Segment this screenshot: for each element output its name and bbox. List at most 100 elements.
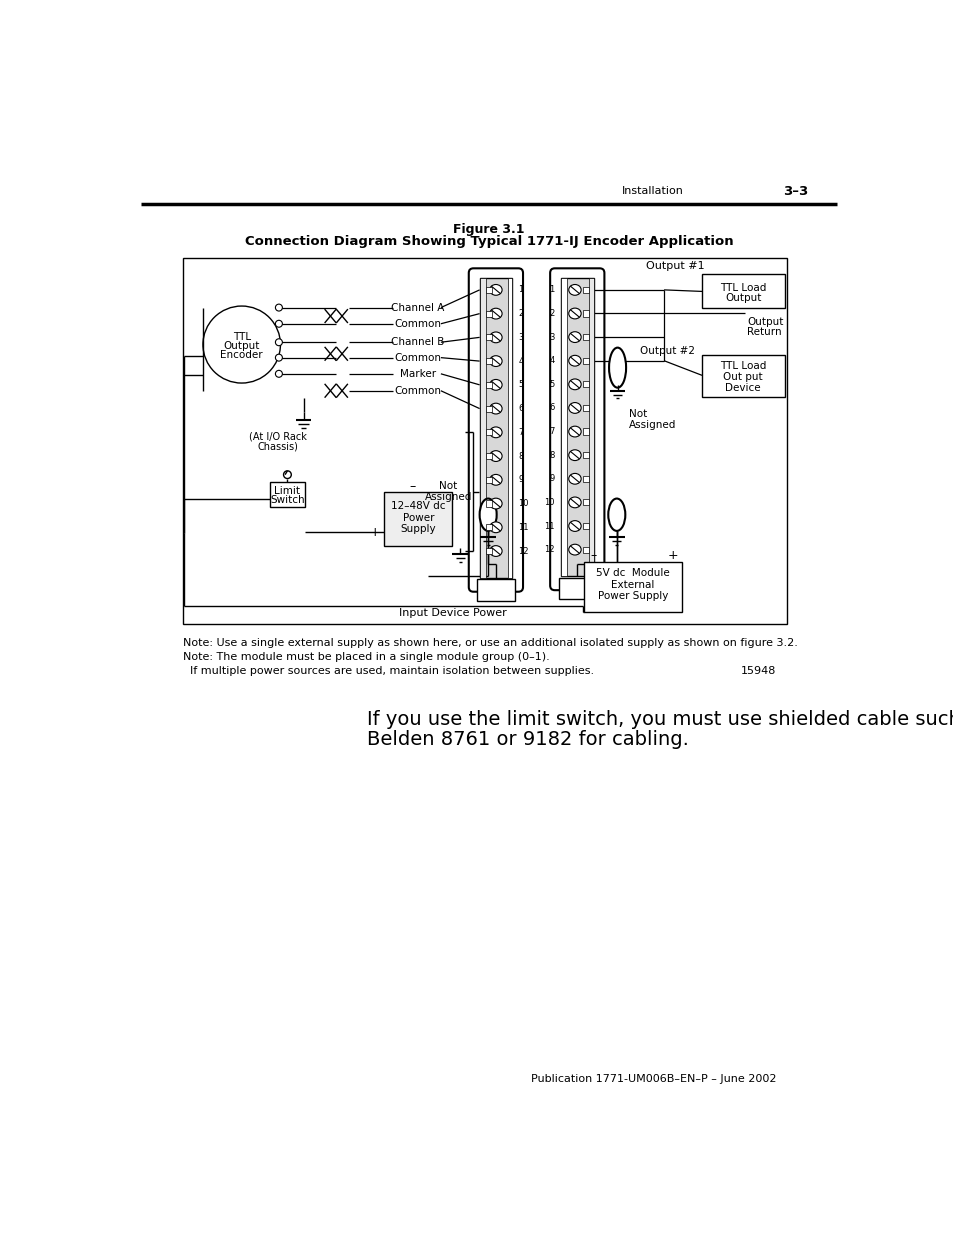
Text: +: + [666, 550, 678, 562]
Text: 11: 11 [544, 521, 555, 531]
Text: Assigned: Assigned [424, 492, 472, 503]
Ellipse shape [489, 309, 501, 319]
Bar [582, 475, 588, 482]
Text: 9: 9 [549, 474, 555, 483]
Text: Output #1: Output #1 [645, 261, 704, 270]
Ellipse shape [568, 426, 580, 437]
Text: Return: Return [746, 327, 781, 337]
Ellipse shape [568, 356, 580, 366]
Circle shape [275, 370, 282, 377]
Ellipse shape [489, 356, 501, 367]
Bar [582, 499, 588, 505]
Text: 6: 6 [517, 404, 523, 412]
Text: Common: Common [394, 319, 440, 329]
Bar [485, 524, 492, 530]
Bar [485, 430, 492, 436]
Ellipse shape [568, 521, 580, 531]
Ellipse shape [489, 474, 501, 485]
Ellipse shape [608, 499, 624, 531]
Text: 3: 3 [549, 332, 555, 342]
Ellipse shape [608, 347, 625, 388]
Text: If you use the limit switch, you must use shielded cable such as: If you use the limit switch, you must us… [367, 710, 953, 730]
Text: 2: 2 [549, 309, 555, 317]
Bar [588, 278, 593, 577]
Text: Power Supply: Power Supply [598, 592, 667, 601]
Text: 10: 10 [517, 499, 528, 508]
Bar [507, 278, 512, 578]
Text: Note: Use a single external supply as shown here, or use an additional isolated : Note: Use a single external supply as sh… [183, 638, 797, 648]
Ellipse shape [568, 284, 580, 295]
Text: –: – [590, 550, 596, 562]
Bar [479, 278, 512, 578]
Text: External: External [611, 579, 654, 590]
Bar [485, 287, 492, 293]
Bar [479, 278, 485, 578]
Ellipse shape [489, 522, 501, 532]
Text: 10: 10 [544, 498, 555, 506]
Ellipse shape [568, 473, 580, 484]
Bar [183, 258, 786, 624]
Ellipse shape [568, 450, 580, 461]
Text: 5: 5 [517, 380, 523, 389]
Bar [485, 382, 492, 388]
Bar [701, 274, 784, 309]
Text: 8: 8 [517, 452, 523, 461]
Text: Out put: Out put [722, 372, 762, 382]
Text: Common: Common [394, 353, 440, 363]
Text: Channel B: Channel B [391, 337, 444, 347]
Bar [582, 405, 588, 411]
Text: Not: Not [439, 480, 457, 490]
Bar [582, 547, 588, 553]
Text: 1: 1 [549, 285, 555, 294]
Bar [583, 562, 681, 611]
Bar [582, 452, 588, 458]
Bar [560, 278, 567, 577]
Text: TTL Load: TTL Load [720, 283, 765, 293]
Ellipse shape [489, 284, 501, 295]
Ellipse shape [489, 451, 501, 462]
Ellipse shape [489, 332, 501, 343]
Ellipse shape [568, 332, 580, 342]
Ellipse shape [489, 427, 501, 437]
Bar [485, 310, 492, 316]
Bar [384, 493, 452, 546]
Bar [485, 548, 492, 555]
Bar [270, 483, 305, 508]
Circle shape [275, 304, 282, 311]
Ellipse shape [568, 308, 580, 319]
Ellipse shape [568, 379, 580, 390]
Text: 12–48V dc: 12–48V dc [391, 501, 445, 511]
Text: Power: Power [402, 513, 434, 522]
Text: Encoder: Encoder [220, 351, 263, 361]
Text: Output: Output [746, 317, 782, 327]
Text: 2: 2 [517, 309, 523, 319]
Text: TTL: TTL [233, 332, 251, 342]
Text: Note: The module must be placed in a single module group (0–1).: Note: The module must be placed in a sin… [183, 652, 549, 662]
Circle shape [275, 338, 282, 346]
Text: 3–3: 3–3 [781, 185, 807, 198]
Bar [582, 333, 588, 340]
Bar [485, 335, 492, 341]
Text: 5: 5 [549, 380, 555, 389]
Text: 5V dc  Module: 5V dc Module [596, 568, 669, 578]
Text: 8: 8 [549, 451, 555, 459]
Text: Limit: Limit [274, 485, 300, 495]
Text: Input Device Power: Input Device Power [398, 609, 506, 619]
Bar [582, 429, 588, 435]
Ellipse shape [568, 545, 580, 555]
Bar [485, 500, 492, 506]
Text: 7: 7 [549, 427, 555, 436]
Text: Not: Not [629, 409, 647, 419]
Ellipse shape [479, 499, 497, 531]
Ellipse shape [489, 546, 501, 557]
Circle shape [275, 320, 282, 327]
Text: Output #2: Output #2 [639, 346, 695, 356]
Bar [701, 354, 784, 396]
Bar [485, 477, 492, 483]
Bar [582, 287, 588, 293]
Text: Figure 3.1: Figure 3.1 [453, 224, 524, 236]
Bar [485, 405, 492, 411]
Bar [485, 453, 492, 459]
Text: +: + [370, 526, 380, 538]
Text: 1: 1 [517, 285, 523, 294]
